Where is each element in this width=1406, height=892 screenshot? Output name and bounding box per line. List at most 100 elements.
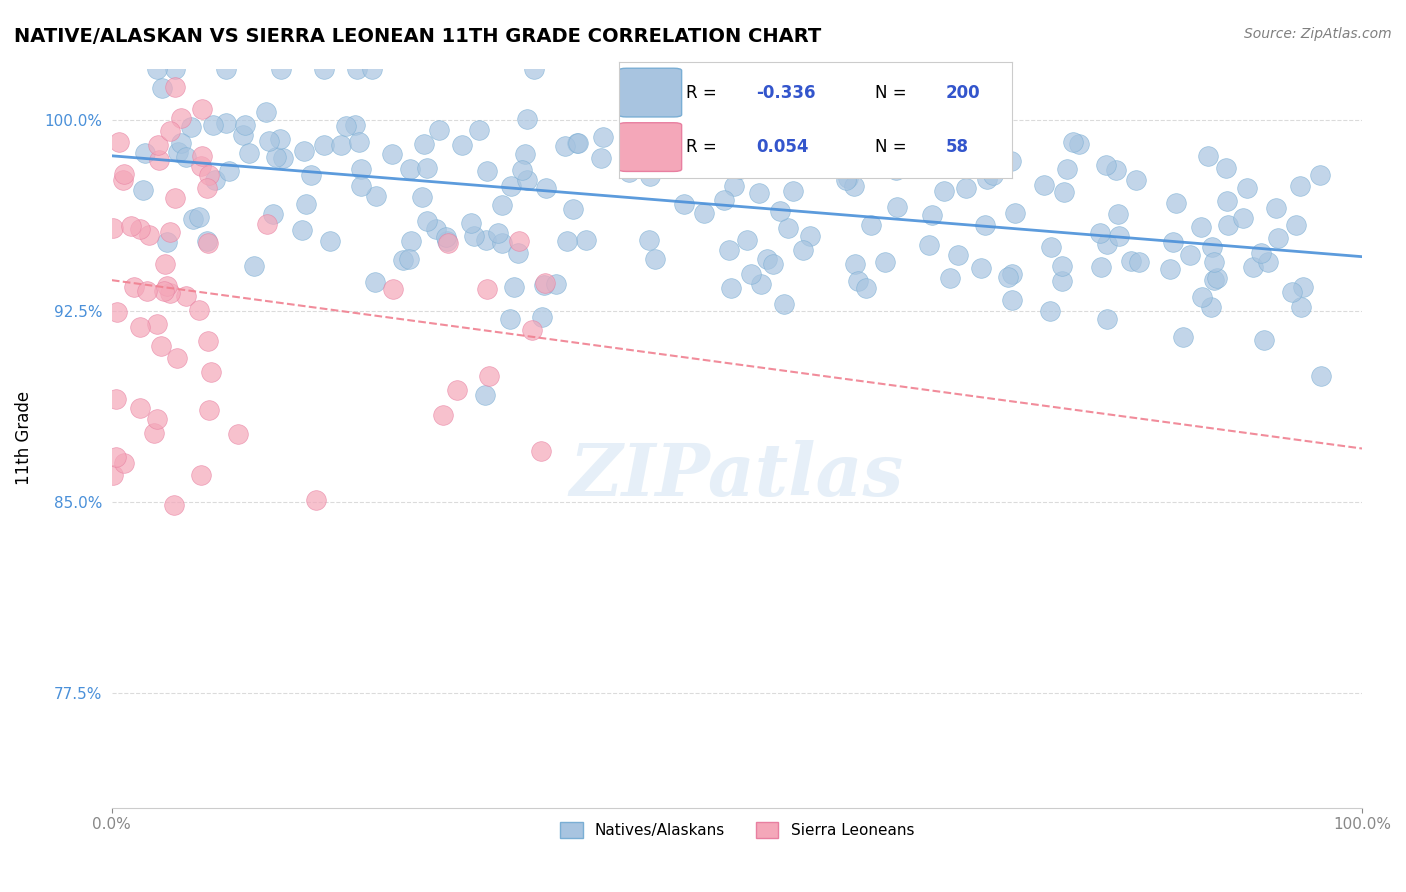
Point [1052,274,1074,288]
Point [1281,285,1303,299]
Point [562,202,585,216]
Point [921,208,943,222]
Legend: Natives/Alaskans, Sierra Leoneans: Natives/Alaskans, Sierra Leoneans [554,816,921,845]
Point [575,233,598,247]
Point [1206,271,1229,285]
Point [129,401,152,415]
Point [197,235,219,250]
Point [554,139,576,153]
Point [533,278,555,293]
Point [314,62,336,76]
Point [1004,206,1026,220]
Point [174,150,197,164]
Point [477,163,499,178]
Point [1159,261,1181,276]
Point [399,162,422,177]
Point [1267,231,1289,245]
Point [413,137,436,152]
Point [128,319,150,334]
Text: 58: 58 [945,138,969,156]
Point [364,275,387,289]
Point [782,184,804,198]
Point [981,168,1004,182]
Point [969,261,991,276]
Point [122,280,145,294]
Point [197,334,219,349]
Point [1053,185,1076,199]
Point [638,233,661,247]
Point [1201,240,1223,254]
Point [398,252,420,266]
Text: ZIPatlas: ZIPatlas [569,440,904,510]
Text: 200: 200 [945,84,980,102]
Point [145,62,167,76]
Point [198,403,221,417]
Point [513,146,536,161]
Point [589,151,612,165]
Point [475,282,498,296]
FancyBboxPatch shape [619,123,682,171]
Point [846,274,869,288]
Point [190,468,212,483]
Point [974,218,997,232]
Point [778,221,800,235]
Point [946,248,969,262]
Point [654,141,676,155]
Point [475,233,498,247]
Point [638,169,661,183]
Point [738,161,761,175]
Point [627,93,650,107]
Point [1095,158,1118,172]
Point [105,450,128,464]
Point [530,443,553,458]
Point [844,257,866,271]
Point [366,189,388,203]
Point [163,80,186,95]
Point [226,427,249,442]
Point [200,365,222,379]
Point [1202,254,1225,268]
Point [544,277,567,291]
Point [769,203,792,218]
Point [163,191,186,205]
Text: N =: N = [875,84,911,102]
Point [1062,136,1084,150]
Point [1032,178,1054,192]
Point [932,184,955,198]
Point [1088,227,1111,241]
Point [491,236,513,251]
Text: 0.054: 0.054 [756,138,808,156]
Point [159,124,181,138]
Point [508,246,530,260]
Point [891,161,914,175]
Point [900,142,922,156]
Point [1039,240,1062,254]
Point [143,425,166,440]
Point [305,493,328,508]
Point [1309,168,1331,182]
Point [1232,211,1254,225]
Point [167,145,190,159]
Point [1285,218,1308,232]
Point [939,271,962,285]
Point [425,222,447,236]
Point [146,317,169,331]
Point [187,303,209,318]
Point [350,179,373,194]
Point [1289,179,1312,194]
Point [486,226,509,240]
Point [720,280,742,294]
Point [792,243,814,257]
Point [269,132,291,146]
Point [1178,248,1201,262]
Point [150,339,173,353]
FancyBboxPatch shape [619,68,682,117]
Y-axis label: 11th Grade: 11th Grade [15,391,32,485]
Point [1000,154,1022,169]
Point [1264,201,1286,215]
Point [170,111,193,125]
Point [112,456,135,470]
Point [467,123,489,137]
Point [150,80,173,95]
Point [1250,245,1272,260]
